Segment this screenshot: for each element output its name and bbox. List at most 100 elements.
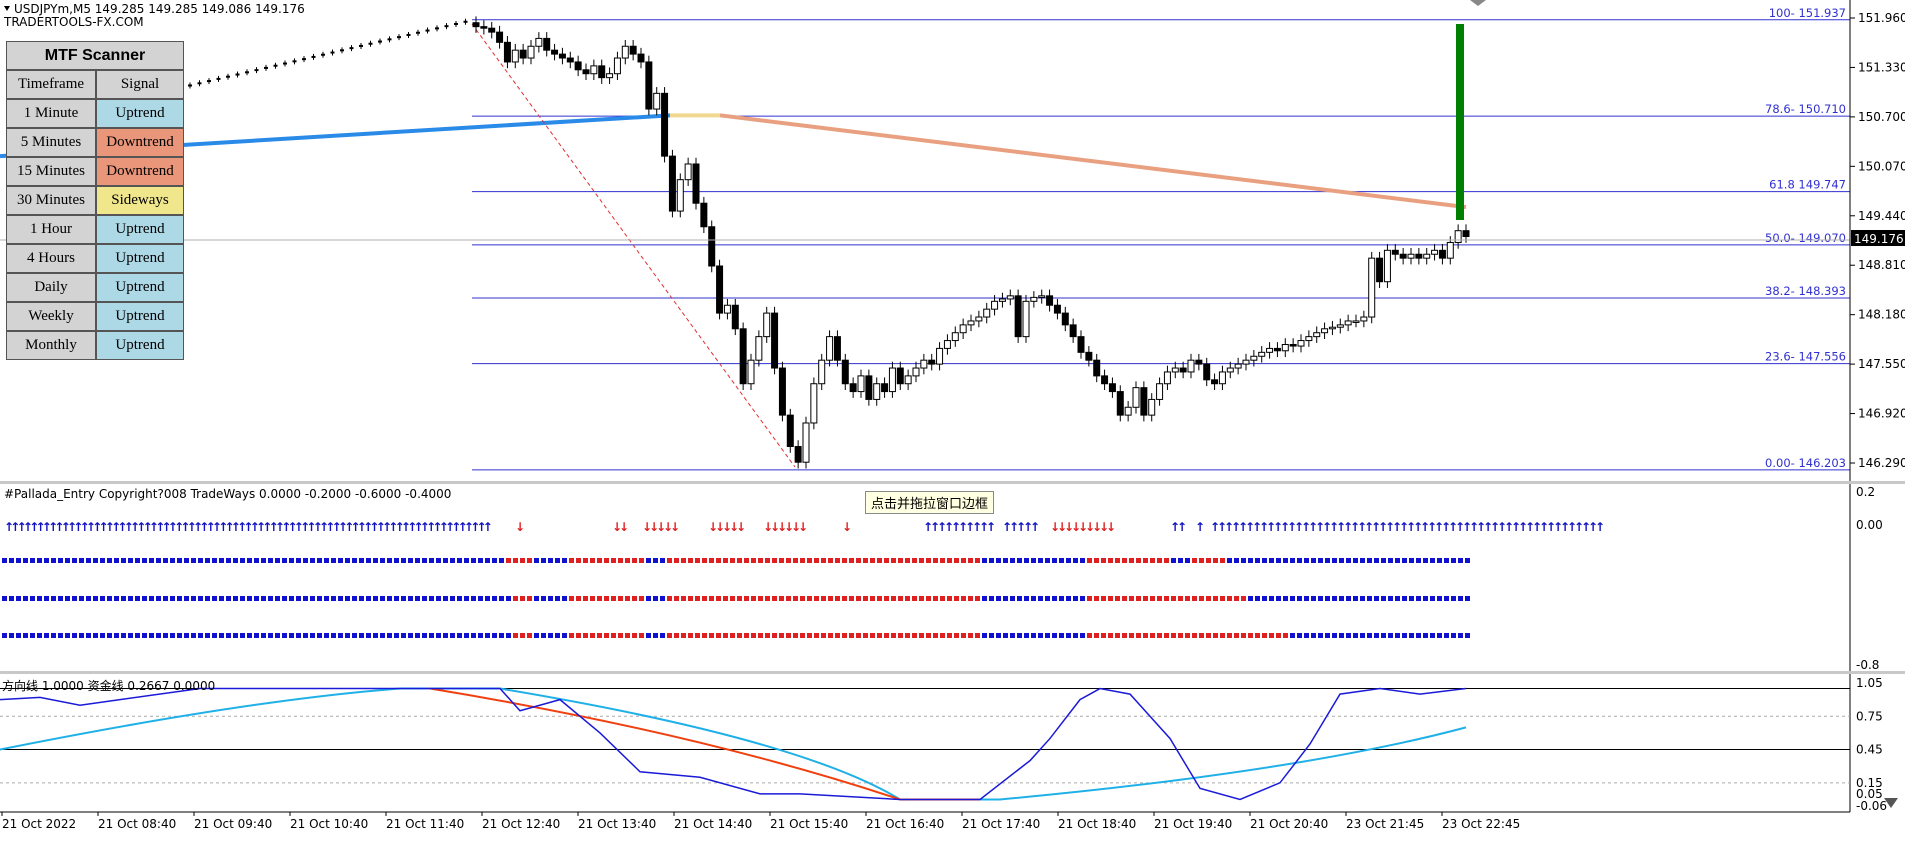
pane-separator-2[interactable] (0, 671, 1905, 674)
bullish-candle (904, 375, 912, 385)
bear-state-dot (1171, 596, 1176, 601)
bear-state-dot (1255, 633, 1260, 638)
bearish-candle (771, 312, 779, 369)
symbol-dropdown-icon[interactable] (4, 6, 10, 11)
bull-state-dot (1458, 596, 1463, 601)
bull-state-dot (205, 596, 210, 601)
bull-state-dot (30, 596, 35, 601)
bull-state-dot (128, 596, 133, 601)
up-arrow-signal: ↑ (54, 520, 64, 534)
bull-state-dot (72, 558, 77, 563)
bull-state-dot (2, 633, 7, 638)
bearish-candle (488, 27, 496, 33)
bear-state-dot (765, 558, 770, 563)
bull-state-dot (240, 596, 245, 601)
bear-state-dot (1108, 558, 1113, 563)
bearish-candle (574, 61, 582, 71)
bearish-candle (1399, 253, 1407, 259)
bull-state-dot (86, 558, 91, 563)
up-arrow-signal: ↑ (1350, 520, 1360, 534)
bull-state-dot (1010, 596, 1015, 601)
bull-state-dot (422, 558, 427, 563)
bearish-candle (496, 31, 504, 43)
up-arrow-signal: ↑ (225, 520, 235, 534)
bear-state-dot (940, 633, 945, 638)
scroll-right-icon[interactable] (1884, 798, 1898, 808)
bull-state-dot (1248, 596, 1253, 601)
bear-state-dot (751, 558, 756, 563)
bull-state-dot (289, 558, 294, 563)
pane-separator-1[interactable] (0, 481, 1905, 484)
bear-state-dot (1262, 633, 1267, 638)
bull-state-dot (373, 596, 378, 601)
bull-state-dot (261, 633, 266, 638)
bull-state-dot (1416, 633, 1421, 638)
bull-state-dot (380, 558, 385, 563)
candle-body (406, 33, 411, 36)
fib-level-label: 78.6- 150.710 (1765, 102, 1846, 116)
bull-state-dot (457, 558, 462, 563)
bearish-candle (637, 53, 645, 63)
bull-state-dot (233, 558, 238, 563)
bull-state-dot (1388, 596, 1393, 601)
up-arrow-signal: ↑ (958, 520, 968, 534)
bear-state-dot (1199, 596, 1204, 601)
bull-state-dot (485, 596, 490, 601)
time-axis-label: 23 Oct 22:45 (1442, 817, 1520, 831)
bull-state-dot (1430, 596, 1435, 601)
bull-state-dot (653, 558, 658, 563)
bull-state-dot (422, 633, 427, 638)
fib-trendline[interactable] (471, 23, 796, 468)
bear-state-dot (968, 558, 973, 563)
bullish-candle (1352, 320, 1360, 323)
bear-state-dot (625, 633, 630, 638)
up-arrow-signal: ↑ (395, 520, 405, 534)
fibonacci-levels[interactable]: 100- 151.937 78.6- 150.710 61.8 149.747 50.… (472, 6, 1850, 471)
bull-state-dot (1052, 596, 1057, 601)
bear-state-dot (772, 558, 777, 563)
bear-state-dot (723, 558, 728, 563)
bull-state-dot (212, 633, 217, 638)
up-arrow-signal: ↑ (1483, 520, 1493, 534)
bull-state-dot (989, 633, 994, 638)
down-arrow-signal: ↓ (663, 520, 673, 534)
bear-state-dot (632, 596, 637, 601)
bull-state-dot (254, 596, 259, 601)
bearish-candle (661, 92, 669, 157)
bull-state-dot (436, 633, 441, 638)
bull-state-dot (1024, 558, 1029, 563)
bull-state-dot (660, 633, 665, 638)
down-arrow-signal: ↓ (1064, 520, 1074, 534)
bull-state-dot (219, 558, 224, 563)
bull-state-dot (93, 596, 98, 601)
bear-state-dot (1234, 596, 1239, 601)
shift-marker-icon[interactable] (1470, 0, 1486, 6)
mtf-row: 1 Hour Uptrend (6, 215, 184, 244)
bearish-candle (1140, 387, 1148, 416)
mtf-row: 4 Hours Uptrend (6, 244, 184, 273)
bull-state-dot (401, 558, 406, 563)
bull-state-dot (121, 596, 126, 601)
bull-state-dot (135, 596, 140, 601)
bear-state-dot (1136, 558, 1141, 563)
bullish-candle (1218, 371, 1226, 385)
bear-state-dot (863, 558, 868, 563)
bull-state-dot (128, 633, 133, 638)
bear-state-dot (1108, 633, 1113, 638)
bullish-candle (1423, 253, 1431, 259)
up-arrow-signal: ↑ (250, 520, 260, 534)
bear-state-dot (1192, 596, 1197, 601)
bull-state-dot (205, 558, 210, 563)
bearish-candle (1061, 312, 1069, 326)
capital-line (0, 687, 1467, 801)
bullish-candle (1313, 332, 1321, 338)
bear-state-dot (520, 633, 525, 638)
bear-state-dot (863, 633, 868, 638)
bear-state-dot (527, 633, 532, 638)
up-arrow-signal: ↑ (269, 520, 279, 534)
bull-state-dot (450, 633, 455, 638)
bull-state-dot (65, 558, 70, 563)
bull-state-dot (1395, 596, 1400, 601)
up-arrow-signal: ↑ (965, 520, 975, 534)
